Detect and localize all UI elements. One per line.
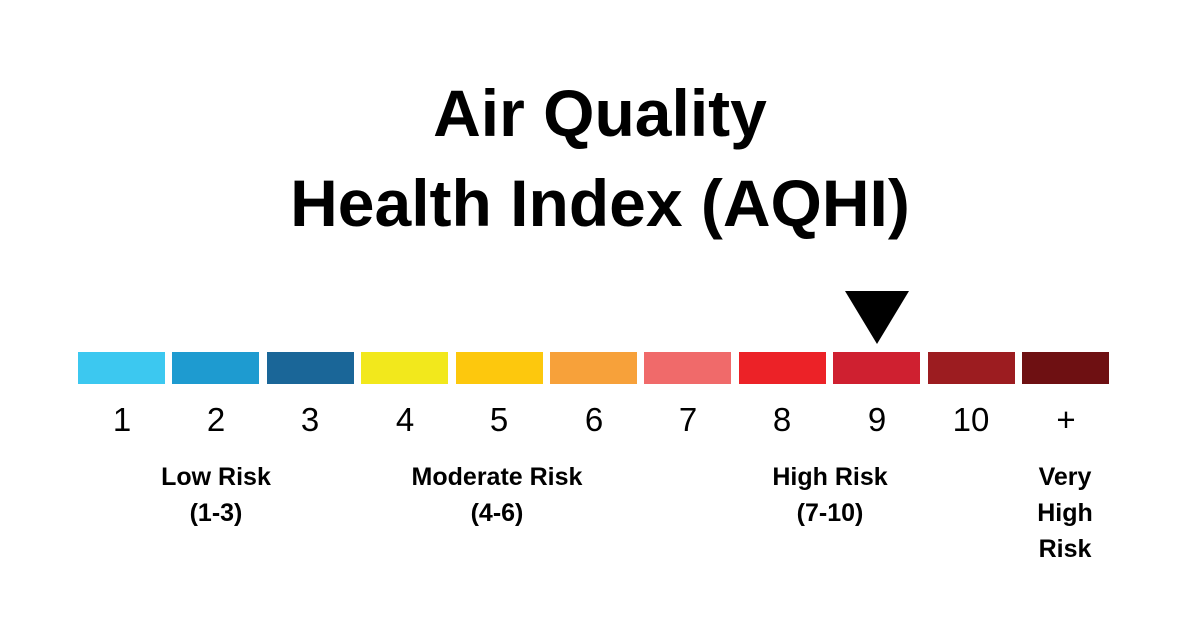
scale-segment-3 [267,352,354,384]
category-high-risk-name: High Risk [772,463,888,491]
scale-segment-6 [550,352,637,384]
scale-number-10: 10 [952,401,990,438]
scale-number-9: 9 [867,401,887,438]
scale-segment-1 [78,352,165,384]
scale-number-5: 5 [489,401,509,438]
scale-number-3: 3 [300,401,320,438]
category-moderate-risk-range: (4-6) [470,499,524,527]
scale-segment-7 [644,352,731,384]
scale-number-11: + [1056,401,1076,438]
scale-number-7: 7 [678,401,698,438]
scale-segment-10 [928,352,1015,384]
aqhi-color-scale [78,352,1109,384]
category-high-risk-range: (7-10) [796,499,864,527]
scale-number-2: 2 [206,401,226,438]
scale-segment-4 [361,352,448,384]
scale-segment-11 [1022,352,1109,384]
category-high-risk: High Risk (7-10) [740,459,920,531]
down-triangle-icon [845,291,909,344]
category-very-high-risk-line-1: Very [1038,463,1092,491]
scale-number-8: 8 [772,401,792,438]
scale-number-1: 1 [112,401,132,438]
scale-segment-2 [172,352,259,384]
title-line-2: Health Index (AQHI) [290,166,910,240]
category-very-high-risk-line-3: Risk [1038,535,1092,563]
scale-segment-8 [739,352,826,384]
category-low-risk: Low Risk (1-3) [136,459,296,531]
category-very-high-risk-line-2: High [1037,499,1093,527]
category-very-high-risk: Very High Risk [1010,459,1120,567]
scale-segment-5 [456,352,543,384]
scale-number-4: 4 [395,401,415,438]
scale-number-6: 6 [584,401,604,438]
category-low-risk-range: (1-3) [189,499,243,527]
category-moderate-risk-name: Moderate Risk [411,463,583,491]
title-line-1: Air Quality [433,76,767,150]
category-moderate-risk: Moderate Risk (4-6) [377,459,617,531]
category-low-risk-name: Low Risk [161,463,271,491]
scale-segment-9 [833,352,920,384]
